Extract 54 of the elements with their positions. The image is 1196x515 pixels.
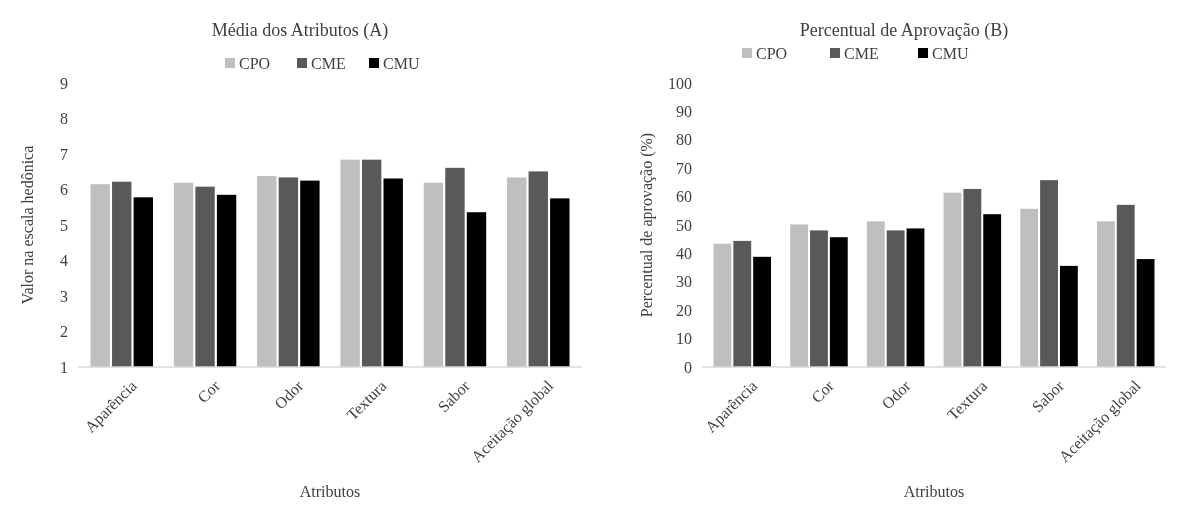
chart-title: Percentual de Aprovação (B) — [799, 20, 1009, 41]
bar — [1020, 208, 1039, 367]
y-tick-label: 30 — [676, 273, 692, 291]
y-tick-label: 8 — [60, 110, 68, 128]
bar — [810, 230, 828, 367]
y-tick-label: 1 — [60, 358, 68, 376]
bar — [1059, 265, 1078, 367]
x-tick-label: Cor — [808, 376, 838, 407]
y-tick-label: 50 — [676, 216, 692, 234]
legend-label: CMU — [383, 54, 420, 72]
bar — [963, 188, 982, 367]
bar — [733, 240, 752, 367]
bar — [983, 214, 1002, 367]
bar — [1040, 180, 1058, 367]
y-tick-label: 90 — [676, 103, 692, 120]
y-tick-label: 4 — [60, 252, 68, 270]
bar — [829, 237, 848, 367]
x-axis-title: Atributos — [299, 483, 361, 500]
y-tick-label: 7 — [60, 145, 68, 163]
bar — [1116, 204, 1135, 367]
x-tick-label: Odor — [271, 376, 307, 413]
legend-label: CPO — [239, 54, 271, 72]
bar — [713, 243, 732, 367]
y-tick-label: 10 — [676, 330, 692, 348]
bar — [886, 230, 905, 367]
legend-label: CME — [311, 54, 346, 72]
y-tick-label: 0 — [684, 358, 692, 376]
y-tick-label: 9 — [60, 74, 68, 92]
y-tick-label: 6 — [60, 181, 68, 199]
x-axis-title: Atributos — [903, 483, 965, 500]
bar — [1096, 221, 1115, 367]
y-axis-title: Valor na escala hedônica — [19, 145, 36, 305]
y-tick-label: 70 — [676, 159, 692, 177]
bar — [943, 192, 962, 367]
y-tick-label: 40 — [676, 245, 692, 262]
bar — [866, 221, 885, 367]
legend-label: CME — [844, 44, 879, 62]
x-tick-label: Odor — [878, 376, 915, 413]
y-tick-label: 80 — [676, 131, 692, 149]
y-axis-title: Percentual de aprovação (%) — [638, 132, 656, 318]
y-tick-label: 5 — [60, 216, 68, 234]
bar — [753, 256, 772, 367]
y-tick-label: 3 — [60, 287, 68, 305]
bar — [1136, 259, 1155, 367]
legend-label: CMU — [932, 44, 969, 62]
x-tick-label: Cor — [194, 376, 224, 407]
bar — [790, 224, 809, 367]
y-tick-label: 100 — [668, 74, 692, 92]
y-tick-label: 20 — [676, 301, 692, 319]
legend-label: CPO — [756, 44, 788, 62]
y-tick-label: 60 — [676, 188, 692, 206]
bar — [906, 228, 925, 367]
y-tick-label: 2 — [60, 323, 68, 341]
chart-title: Média dos Atributos (A) — [211, 20, 389, 41]
